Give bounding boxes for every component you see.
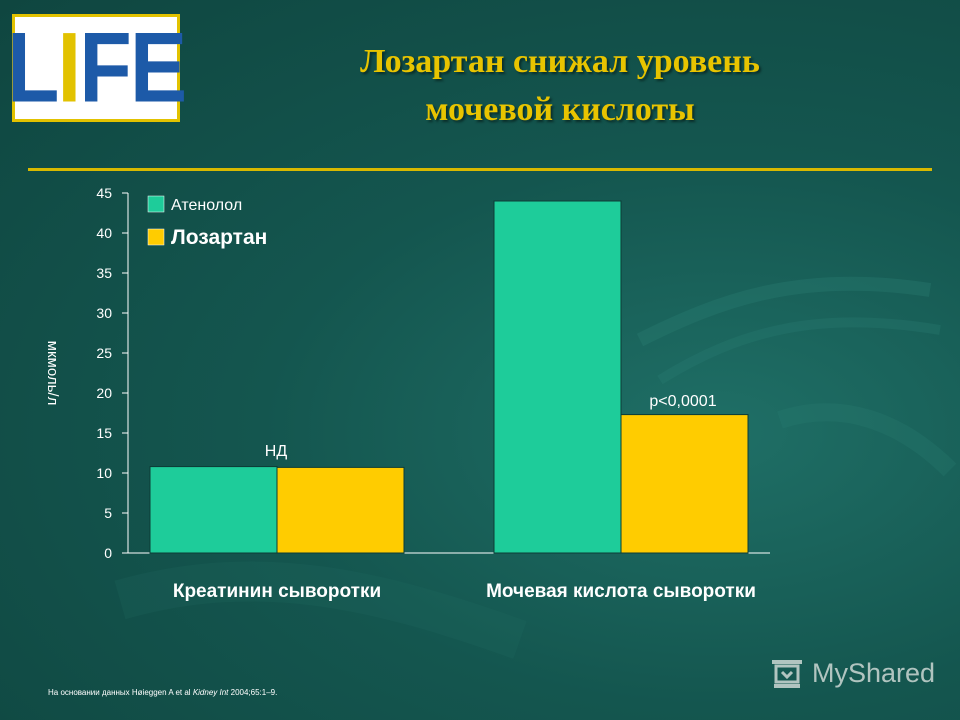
y-tick-label: 45 <box>96 185 112 201</box>
y-tick-label: 5 <box>104 505 112 521</box>
bar-atenolol-1 <box>149 466 278 554</box>
y-tick-label: 20 <box>96 385 112 401</box>
bar-losartan-2 <box>620 414 749 554</box>
y-axis-label: мкмоль/л <box>44 341 61 406</box>
y-tick-label: 35 <box>96 265 112 281</box>
y-tick-label: 30 <box>96 305 112 321</box>
y-tick-label: 25 <box>96 345 112 361</box>
y-tick-label: 0 <box>104 545 112 561</box>
footnote: На основании данных Høieggen A et al Kid… <box>48 688 278 697</box>
bar-losartan-1 <box>276 466 405 554</box>
category-label: Мочевая кислота сыворотки <box>486 581 756 602</box>
legend-swatch-atenolol <box>147 195 165 213</box>
watermark: MyShared <box>768 654 935 692</box>
y-tick-label: 15 <box>96 425 112 441</box>
logo-text: LIFE <box>6 12 187 124</box>
legend-swatch-losartan <box>147 228 165 246</box>
legend-label-losartan: Лозартан <box>171 226 267 249</box>
annotation-nd: НД <box>265 443 288 460</box>
title-line-1: Лозартан снижал уровень <box>360 43 760 80</box>
annotation-p-value: р<0,0001 <box>649 393 716 410</box>
legend-label-atenolol: Атенолол <box>171 197 242 214</box>
watermark-text: MyShared <box>812 657 936 688</box>
title-divider <box>28 168 932 171</box>
title-line-2: мочевой кислоты <box>425 91 695 128</box>
bar-atenolol-2 <box>493 200 622 554</box>
y-tick-label: 40 <box>96 225 112 241</box>
y-tick-label: 10 <box>96 465 112 481</box>
myshared-icon <box>772 660 802 688</box>
category-label: Креатинин сыворотки <box>173 581 381 602</box>
life-logo: LIFE <box>7 14 187 122</box>
slide-title: Лозартан снижал уровень мочевой кислоты <box>190 38 930 134</box>
